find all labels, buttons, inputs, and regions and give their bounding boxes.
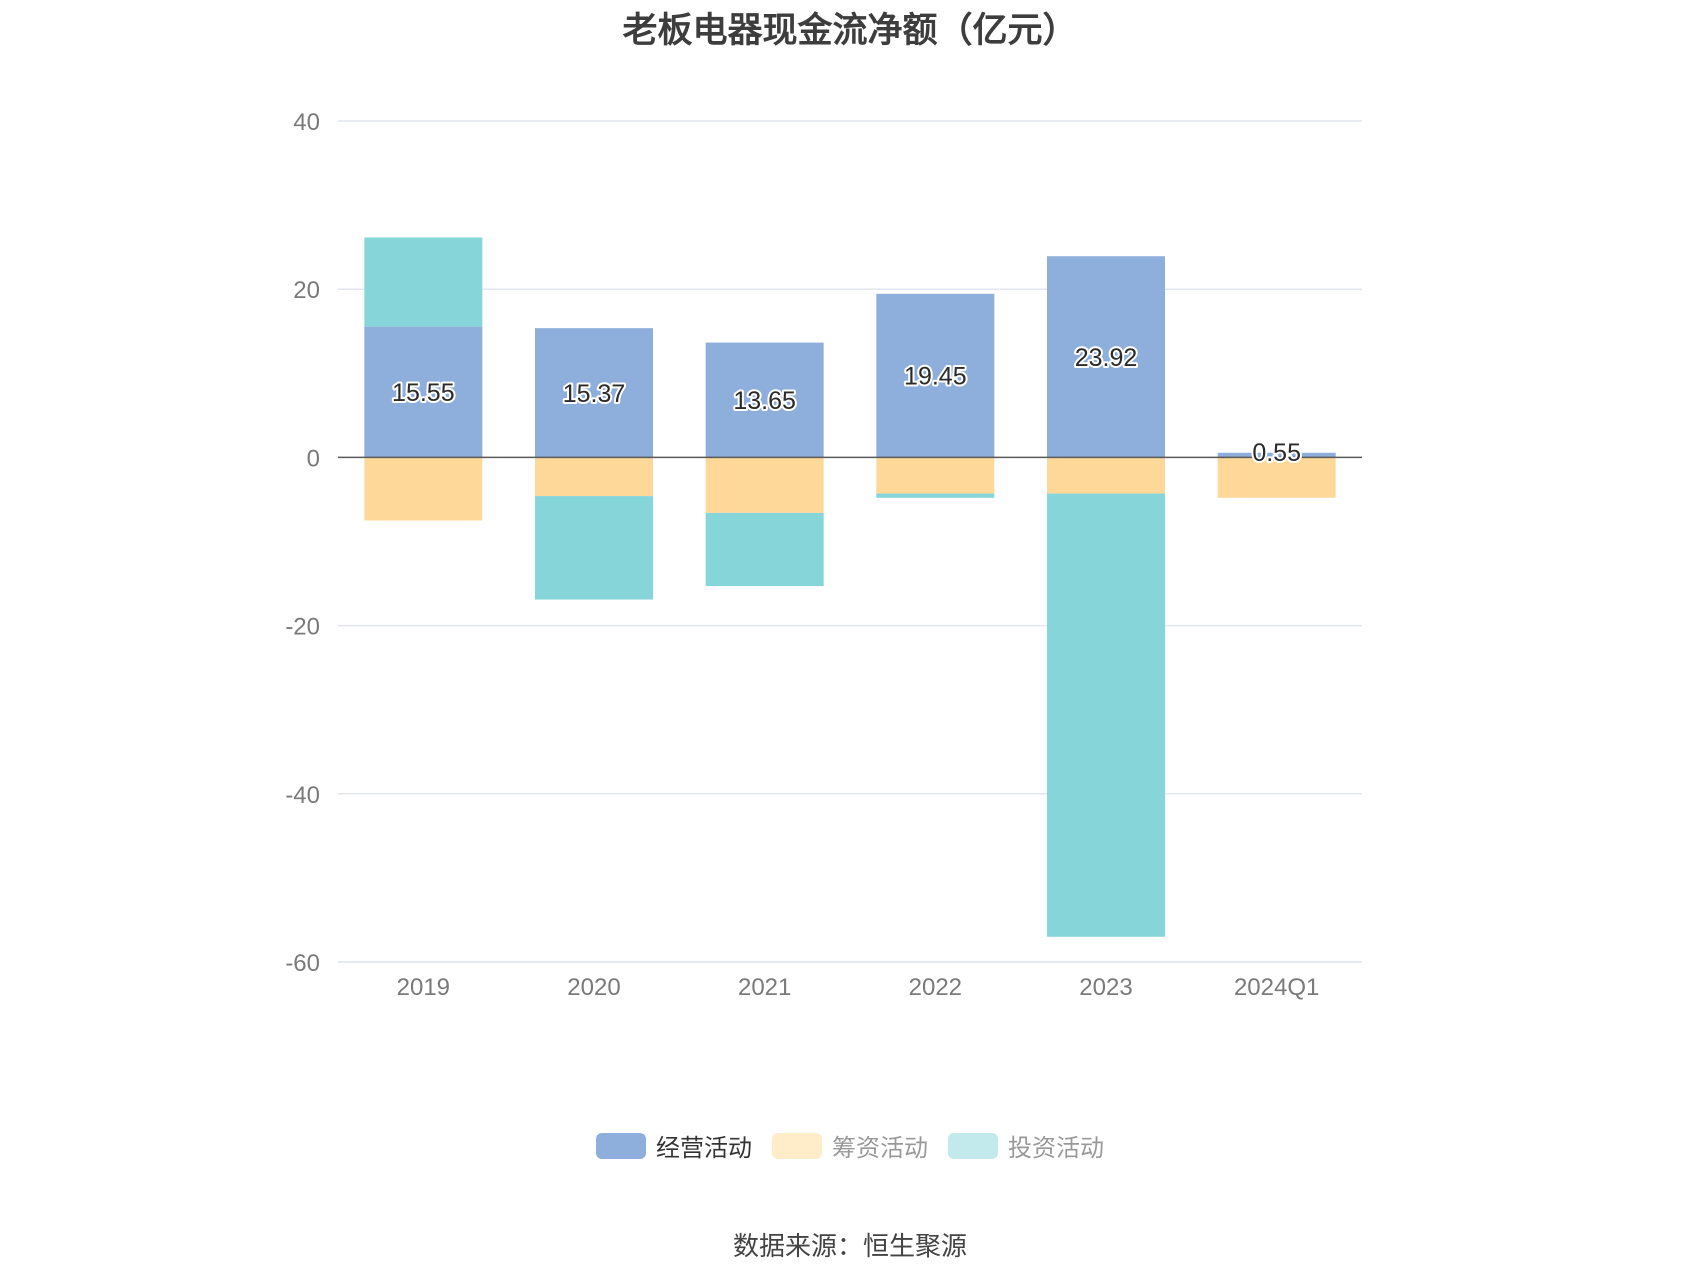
y-tick-label: 0: [307, 445, 320, 472]
data-label: 15.55: [392, 379, 455, 407]
legend-item-operating[interactable]: 经营活动: [596, 1128, 752, 1163]
legend-label-financing: 筹资活动: [832, 1134, 928, 1162]
bar-segment[interactable]: [876, 457, 995, 494]
legend-swatch-financing: [772, 1132, 822, 1159]
bar-segment[interactable]: [1047, 493, 1165, 937]
x-tick-label: 2024Q1: [1234, 974, 1319, 1001]
legend-label-operating: 经营活动: [656, 1134, 752, 1162]
bar-segment[interactable]: [705, 457, 824, 513]
grid-lines: [338, 120, 1362, 963]
bar-segment[interactable]: [535, 457, 653, 497]
data-label: 15.37: [563, 380, 626, 408]
legend-swatch-investing: [948, 1132, 998, 1159]
x-axis: 2019 2020 2021 2022 2023 2024Q1: [397, 974, 1320, 1001]
data-label: 19.45: [904, 363, 967, 391]
y-tick-label: 20: [293, 277, 320, 304]
x-tick-label: 2021: [738, 974, 791, 1001]
legend-label-investing: 投资活动: [1008, 1134, 1104, 1162]
y-tick-label: 40: [293, 109, 320, 136]
bars: [364, 237, 1336, 937]
bar-segment[interactable]: [705, 342, 824, 458]
bar-segment[interactable]: [876, 493, 995, 498]
x-tick-label: 2019: [397, 974, 450, 1001]
data-label: 0.55: [1252, 439, 1301, 467]
chart-title: 老板电器现金流净额（亿元）: [622, 11, 1078, 51]
x-tick-label: 2020: [567, 974, 620, 1001]
bar-segment[interactable]: [1217, 457, 1336, 498]
bar-segment[interactable]: [364, 457, 483, 521]
x-tick-label: 2023: [1079, 974, 1132, 1001]
y-tick-label: -40: [285, 782, 320, 809]
x-tick-label: 2022: [909, 974, 962, 1001]
legend-item-investing[interactable]: 投资活动: [948, 1128, 1104, 1163]
bar-segment[interactable]: [364, 237, 483, 327]
y-axis: 40 20 0 -20 -40 -60: [285, 109, 320, 977]
legend: 经营活动 筹资活动 投资活动: [0, 1128, 1700, 1163]
legend-swatch-operating: [596, 1132, 646, 1159]
bar-segment[interactable]: [876, 293, 995, 458]
data-source: 数据来源：恒生聚源: [732, 1232, 967, 1262]
data-label: 13.65: [733, 387, 796, 415]
bar-segment[interactable]: [364, 326, 483, 458]
bar-segment[interactable]: [1217, 452, 1336, 458]
legend-item-financing[interactable]: 筹资活动: [772, 1128, 928, 1163]
data-label: 23.92: [1075, 344, 1138, 372]
bar-segment[interactable]: [705, 512, 824, 587]
bar-segment[interactable]: [1047, 256, 1165, 458]
bar-segment[interactable]: [535, 328, 653, 458]
y-tick-label: -60: [285, 950, 320, 977]
data-labels: 15.55 15.37 13.65 19.45 23.92 0.55: [390, 342, 1303, 469]
bar-segment[interactable]: [1047, 457, 1165, 494]
y-tick-label: -20: [285, 614, 320, 641]
zero-line: [338, 456, 1362, 963]
bar-segment[interactable]: [535, 496, 653, 600]
